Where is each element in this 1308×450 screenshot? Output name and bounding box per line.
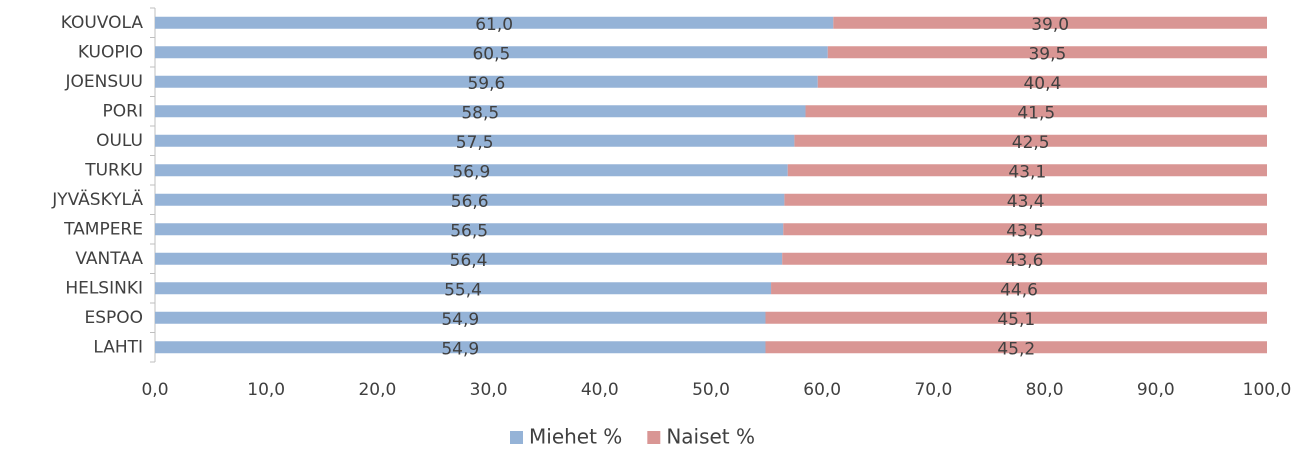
data-label: 43,5 [1006, 221, 1044, 241]
legend-swatch [510, 431, 523, 444]
x-tick-label: 40,0 [581, 380, 619, 400]
bar-segment [805, 105, 1267, 118]
bar-segment [817, 75, 1267, 88]
x-tick-label: 20,0 [358, 380, 396, 400]
bar-segment [155, 164, 788, 177]
bar-segment [155, 223, 784, 236]
data-label: 39,0 [1031, 15, 1069, 35]
data-label: 54,9 [441, 339, 479, 359]
y-tick-label: TAMPERE [63, 219, 143, 239]
bar-segment [155, 341, 766, 354]
y-tick-label: PORI [103, 101, 143, 121]
data-label: 40,4 [1023, 74, 1061, 94]
bar-segment [765, 341, 1267, 354]
bar-segment [155, 16, 834, 29]
data-label: 54,9 [441, 310, 479, 330]
y-tick-label: JOENSUU [64, 72, 143, 92]
x-tick-label: 90,0 [1137, 380, 1175, 400]
data-label: 42,5 [1012, 133, 1050, 153]
x-tick-label: 60,0 [803, 380, 841, 400]
y-tick-label: LAHTI [93, 337, 143, 357]
bar-segment [155, 75, 818, 88]
y-tick-label: VANTAA [75, 249, 143, 269]
y-tick-label: KUOPIO [78, 42, 143, 62]
x-tick-label: 80,0 [1026, 380, 1064, 400]
data-label: 56,4 [450, 251, 488, 271]
data-label: 61,0 [475, 15, 513, 35]
data-label: 43,1 [1008, 162, 1046, 182]
y-tick-label: HELSINKI [65, 278, 143, 298]
bar-segment [155, 193, 785, 206]
data-label: 43,6 [1006, 251, 1044, 271]
legend-label: Miehet % [529, 425, 622, 449]
data-label: 59,6 [467, 74, 505, 94]
bar-segment [771, 282, 1267, 295]
data-label: 56,6 [451, 192, 489, 212]
bar-segment [794, 134, 1267, 147]
data-label: 45,2 [997, 339, 1035, 359]
legend-swatch [647, 431, 661, 444]
legend-label: Naiset % [666, 425, 755, 449]
bar-segment [155, 105, 806, 118]
data-label: 55,4 [444, 280, 482, 300]
data-label: 58,5 [461, 103, 499, 123]
bar-segment [787, 164, 1267, 177]
data-label: 44,6 [1000, 280, 1038, 300]
bar-segment [765, 311, 1267, 324]
y-tick-label: JYVÄSKYLÄ [51, 189, 143, 210]
bar-segment [833, 16, 1267, 29]
bar-segment [784, 193, 1267, 206]
bar-segment [155, 46, 828, 59]
bar-segment [783, 223, 1267, 236]
x-tick-label: 10,0 [247, 380, 285, 400]
data-label: 57,5 [456, 133, 494, 153]
y-tick-label: ESPOO [84, 308, 143, 328]
bar-segment [155, 134, 795, 147]
data-label: 39,5 [1028, 44, 1066, 64]
bar-segment [155, 311, 766, 324]
x-tick-label: 100,0 [1243, 380, 1292, 400]
x-tick-label: 0,0 [141, 380, 168, 400]
x-tick-label: 30,0 [470, 380, 508, 400]
data-label: 56,9 [452, 162, 490, 182]
y-tick-label: KOUVOLA [61, 13, 144, 33]
bar-segment [782, 252, 1267, 265]
bar-segment [155, 282, 772, 295]
data-label: 43,4 [1007, 192, 1045, 212]
data-label: 45,1 [997, 310, 1035, 330]
data-label: 60,5 [472, 44, 510, 64]
data-label: 56,5 [450, 221, 488, 241]
y-tick-label: OULU [96, 131, 143, 151]
x-tick-label: 50,0 [692, 380, 730, 400]
bar-segment [827, 46, 1267, 59]
data-label: 41,5 [1017, 103, 1055, 123]
bar-segment [155, 252, 783, 265]
x-tick-label: 70,0 [914, 380, 952, 400]
y-tick-label: TURKU [84, 160, 143, 180]
